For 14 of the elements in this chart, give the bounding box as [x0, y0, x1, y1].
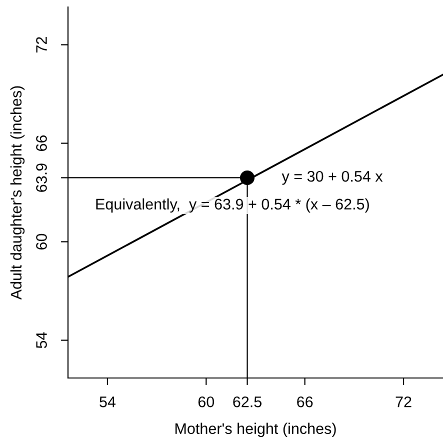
x-tick-label: 66 — [297, 396, 313, 408]
annotation: y = 30 + 0.54 x — [282, 170, 383, 185]
annotation: Equivalently, y = 63.9 + 0.54 * (x – 62.5) — [96, 198, 369, 213]
y-axis-title: Adult daughter's height (inches) — [10, 86, 25, 300]
x-tick-label: 60 — [198, 396, 214, 408]
y-tick-label: 54 — [36, 332, 47, 348]
y-tick-label: 66 — [36, 135, 47, 151]
y-tick-label: 72 — [36, 37, 47, 52]
x-tick-label: 54 — [100, 396, 116, 408]
x-axis-title: Mother's height (inches) — [175, 422, 336, 438]
y-tick-label: 60 — [36, 234, 47, 250]
y-tick-label: 63.9 — [36, 164, 47, 192]
x-tick-label: 72 — [396, 396, 412, 408]
x-tick-label: 62.5 — [233, 396, 262, 408]
